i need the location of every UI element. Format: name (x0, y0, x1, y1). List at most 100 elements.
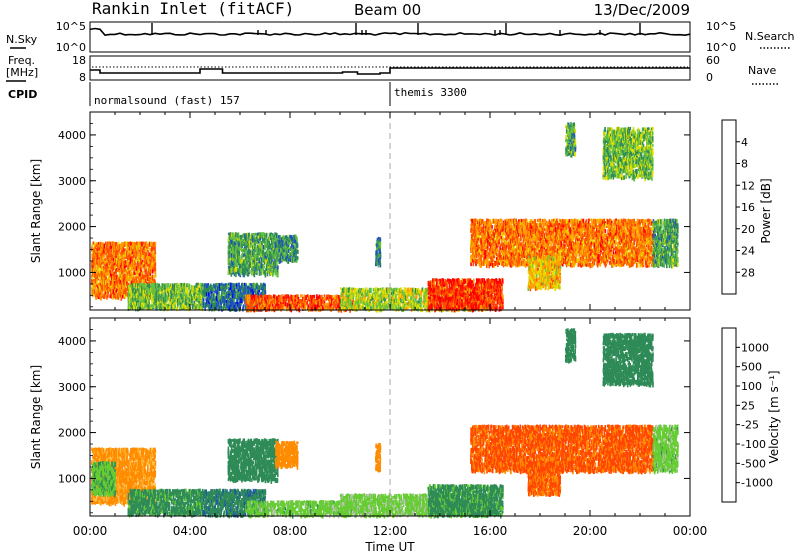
heatmap-cell (238, 283, 240, 286)
heatmap-cell (147, 250, 149, 253)
noise-right-label: N.Search (745, 30, 795, 43)
heatmap-cell (284, 236, 286, 239)
heatmap-cell (402, 290, 404, 294)
heatmap-cell (297, 250, 299, 254)
cpid-segment-1: normalsound (fast) 157 (94, 94, 240, 107)
freq-left-label-2: [MHz] (6, 66, 38, 79)
heatmap-cell (395, 294, 397, 299)
heatmap-cell (305, 295, 307, 300)
heatmap-cell (264, 284, 266, 287)
freq-right-tick-top: 60 (706, 54, 720, 67)
heatmap-cell (154, 250, 156, 254)
heatmap-cell (95, 285, 97, 289)
heatmap-cell (135, 276, 137, 280)
heatmap-cell (225, 296, 227, 299)
heatmap-cell (334, 295, 336, 300)
heatmap-cell (363, 288, 365, 293)
freq-left-tick-bottom: 8 (79, 71, 86, 84)
heatmap-cell (277, 265, 279, 269)
heatmap-cell (96, 279, 98, 282)
heatmap-cell (142, 271, 144, 274)
heatmap-cell (269, 241, 271, 244)
heatmap-cell (148, 252, 150, 256)
heatmap-cell (155, 242, 157, 247)
noise-right-tick-top: 10^5 (706, 20, 736, 33)
heatmap-cell (301, 294, 303, 297)
heatmap-cell (149, 259, 151, 263)
heatmap-cell (166, 294, 168, 299)
heatmap-cell (323, 297, 325, 300)
heatmap-cell (288, 295, 290, 299)
heatmap-cell (261, 270, 263, 274)
heatmap-cell (116, 242, 118, 245)
heatmap-cell (260, 283, 262, 287)
heatmap-cell (242, 283, 244, 288)
heatmap-cell (254, 233, 256, 239)
heatmap-cell (107, 279, 109, 284)
date-title: 13/Dec/2009 (594, 1, 690, 19)
heatmap-cell (154, 254, 156, 259)
heatmap-cell (421, 307, 423, 312)
heatmap-cell (186, 288, 188, 291)
heatmap-cell (141, 242, 143, 247)
heatmap-cell (148, 298, 150, 303)
heatmap-cell (270, 295, 272, 299)
noise-left-tick-top: 10^5 (56, 20, 86, 33)
heatmap-cell (202, 283, 204, 286)
frequency-line (90, 68, 690, 74)
heatmap-cell (196, 283, 198, 288)
heatmap-cell (260, 295, 262, 298)
heatmap-cell (235, 232, 237, 237)
heatmap-cell (416, 294, 418, 299)
heatmap-cell (266, 233, 268, 238)
heatmap-cell (182, 304, 184, 308)
noise-right-tick-bottom: 10^0 (706, 41, 736, 54)
heatmap-cell (408, 299, 410, 302)
heatmap-cell (238, 232, 240, 236)
heatmap-cell (317, 296, 319, 300)
heatmap-cell (290, 258, 292, 262)
heatmap-cell (244, 283, 246, 286)
heatmap-cell (264, 252, 266, 257)
noise-left-tick-bottom: 10^0 (56, 41, 86, 54)
beam-title: Beam 00 (354, 1, 421, 19)
heatmap-cell (155, 266, 157, 271)
heatmap-cell (256, 295, 258, 298)
cpid-label: CPID (8, 88, 37, 101)
heatmap-cell (170, 290, 172, 294)
heatmap-cell (297, 243, 299, 248)
heatmap-cell (305, 301, 307, 306)
heatmap-cell (130, 242, 132, 246)
freq-right-tick-bottom: 0 (706, 71, 713, 84)
heatmap-cell (423, 305, 425, 308)
heatmap-cell (101, 264, 103, 268)
heatmap-cell (308, 304, 310, 308)
freq-right-label: Nave (748, 64, 776, 77)
power-heatmap-cells (91, 122, 679, 313)
heatmap-cell (105, 258, 107, 261)
heatmap-cell (296, 237, 298, 242)
heatmap-cell (239, 251, 241, 256)
station-title: Rankin Inlet (fitACF) (92, 0, 294, 18)
heatmap-cell (139, 250, 141, 253)
heatmap-cell (407, 294, 409, 298)
heatmap-cell (293, 245, 295, 249)
heatmap-cell (165, 283, 167, 287)
heatmap-cell (297, 257, 299, 260)
heatmap-cell (351, 305, 353, 308)
heatmap-cell (183, 294, 185, 297)
heatmap-cell (192, 304, 194, 308)
heatmap-cell (144, 283, 146, 287)
heatmap-cell (258, 285, 260, 290)
heatmap-cell (243, 304, 245, 307)
heatmap-cell (175, 304, 177, 308)
noise-left-label: N.Sky (6, 33, 38, 46)
heatmap-cell (394, 288, 396, 291)
heatmap-cell (91, 244, 93, 247)
heatmap-cell (319, 295, 321, 299)
heatmap-cell (259, 258, 261, 262)
heatmap-cell (310, 295, 312, 299)
heatmap-cell (214, 292, 216, 297)
heatmap-cell (264, 265, 266, 268)
